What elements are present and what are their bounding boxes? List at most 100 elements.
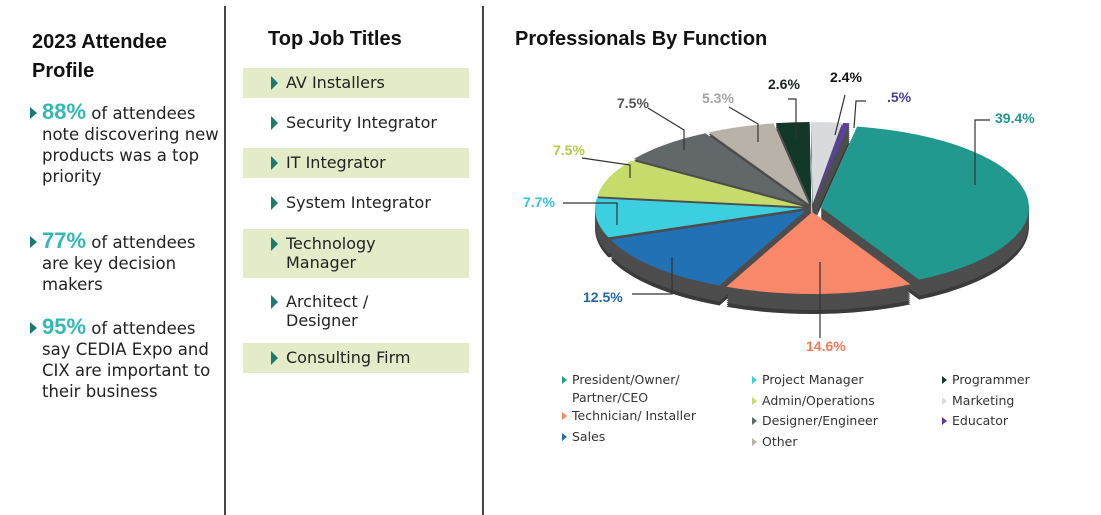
job-title-label: AV Installers <box>286 73 385 92</box>
pie-slice-side <box>813 138 850 221</box>
triangle-bullet-icon <box>271 295 278 309</box>
legend-item: Designer/Engineer <box>752 412 942 430</box>
legend-item: Educator <box>942 412 1101 430</box>
job-title-item: IT Integrator <box>243 148 469 178</box>
job-title-item: Consulting Firm <box>243 343 469 373</box>
leader-line <box>581 157 631 178</box>
job-title-label: Architect / Designer <box>286 292 369 330</box>
leader-line <box>647 107 685 150</box>
legend-item: Marketing <box>942 392 1101 410</box>
job-title-item: System Integrator <box>243 188 469 218</box>
legend-label: President/Owner/ Partner/CEO <box>572 372 680 405</box>
triangle-bullet-icon <box>271 76 278 90</box>
legend-marker-icon <box>562 376 567 384</box>
pie-slice <box>595 198 804 238</box>
attendee-profile-title: 2023 Attendee Profile <box>32 31 167 82</box>
pie-slice-side <box>813 136 850 219</box>
job-title-label: System Integrator <box>286 193 431 212</box>
legend-marker-icon <box>562 412 567 420</box>
stat-text: of attendees are key decision makers <box>42 233 196 294</box>
pie-slice <box>708 123 810 205</box>
pie-slice <box>633 133 806 206</box>
pie-slice <box>820 126 1029 280</box>
legend-item: President/Owner/ Partner/CEO <box>562 371 752 407</box>
leader-line <box>834 94 846 136</box>
legend-item: Admin/Operations <box>752 392 942 410</box>
legend-label: Sales <box>572 429 606 444</box>
legend-item: Technician/ Installer <box>562 407 752 425</box>
stat-text: of attendees say CEDIA Expo and CIX are … <box>42 319 211 401</box>
legend-marker-icon <box>752 438 757 446</box>
legend-label: Technician/ Installer <box>572 408 696 423</box>
slice-label: 2.6% <box>768 76 800 92</box>
legend-marker-icon <box>752 376 757 384</box>
legend-marker-icon <box>942 417 947 425</box>
slice-label: 7.7% <box>523 194 555 210</box>
legend-item: Other <box>752 433 942 451</box>
legend-label: Admin/Operations <box>762 393 875 408</box>
triangle-bullet-icon <box>271 237 278 251</box>
pie-slice-side <box>813 124 850 207</box>
triangle-bullet-icon <box>271 351 278 365</box>
legend-marker-icon <box>942 376 947 384</box>
legend-marker-icon <box>752 397 757 405</box>
job-title-item: AV Installers <box>243 68 469 98</box>
legend-item: Sales <box>562 428 752 446</box>
pie-slice <box>726 212 911 295</box>
triangle-bullet-icon <box>30 322 37 334</box>
leader-line <box>974 119 990 185</box>
legend-item: Project Manager <box>752 371 942 389</box>
pie-slice-side <box>813 142 850 225</box>
divider <box>482 6 484 515</box>
leader-line <box>853 100 866 129</box>
stat-item: 88% of attendees note discovering new pr… <box>30 101 220 187</box>
job-title-item: Architect / Designer <box>243 287 469 336</box>
chart-title: Professionals By Function <box>515 28 768 50</box>
slice-label: 14.6% <box>806 338 846 354</box>
legend-item: Programmer <box>942 371 1101 389</box>
job-title-label: Security Integrator <box>286 113 437 132</box>
pie-slice-side <box>813 126 850 209</box>
pie-slice-side <box>813 132 850 215</box>
job-title-label: Technology Manager <box>286 234 376 272</box>
slice-label: 12.5% <box>583 289 623 305</box>
legend-marker-icon <box>562 433 567 441</box>
legend-label: Project Manager <box>762 372 864 387</box>
pie-slice <box>610 210 806 286</box>
job-title-item: Technology Manager <box>243 229 469 278</box>
pie-slice <box>813 122 850 205</box>
leader-line <box>632 257 673 295</box>
triangle-bullet-icon <box>271 196 278 210</box>
slice-label: 7.5% <box>617 95 649 111</box>
pie-slice-side <box>813 140 850 223</box>
legend-label: Programmer <box>952 372 1030 387</box>
slice-label: 5.3% <box>702 90 734 106</box>
leader-line <box>563 202 618 225</box>
stat-text: of attendees note discovering new produc… <box>42 104 219 186</box>
pie-slice <box>775 121 812 204</box>
legend-label: Designer/Engineer <box>762 413 878 428</box>
triangle-bullet-icon <box>271 156 278 170</box>
leader-line <box>728 106 759 142</box>
legend-marker-icon <box>752 417 757 425</box>
divider <box>224 6 226 515</box>
stat-item: 95% of attendees say CEDIA Expo and CIX … <box>30 316 220 402</box>
triangle-bullet-icon <box>30 236 37 248</box>
leader-line <box>788 98 797 140</box>
legend-label: Marketing <box>952 393 1015 408</box>
pie-slice-side <box>813 130 850 213</box>
leader-lines <box>563 94 990 338</box>
pie-slice <box>597 160 804 207</box>
legend-label: Other <box>762 434 798 449</box>
top-job-titles-title: Top Job Titles <box>268 28 402 50</box>
stat-percent: 88% <box>42 99 87 124</box>
triangle-bullet-icon <box>30 107 37 119</box>
triangle-bullet-icon <box>271 116 278 130</box>
stat-percent: 95% <box>42 314 87 339</box>
pie-slice <box>811 121 843 204</box>
legend-marker-icon <box>942 397 947 405</box>
stat-item: 77% of attendees are key decision makers <box>30 230 220 295</box>
slice-label: 39.4% <box>995 110 1035 126</box>
